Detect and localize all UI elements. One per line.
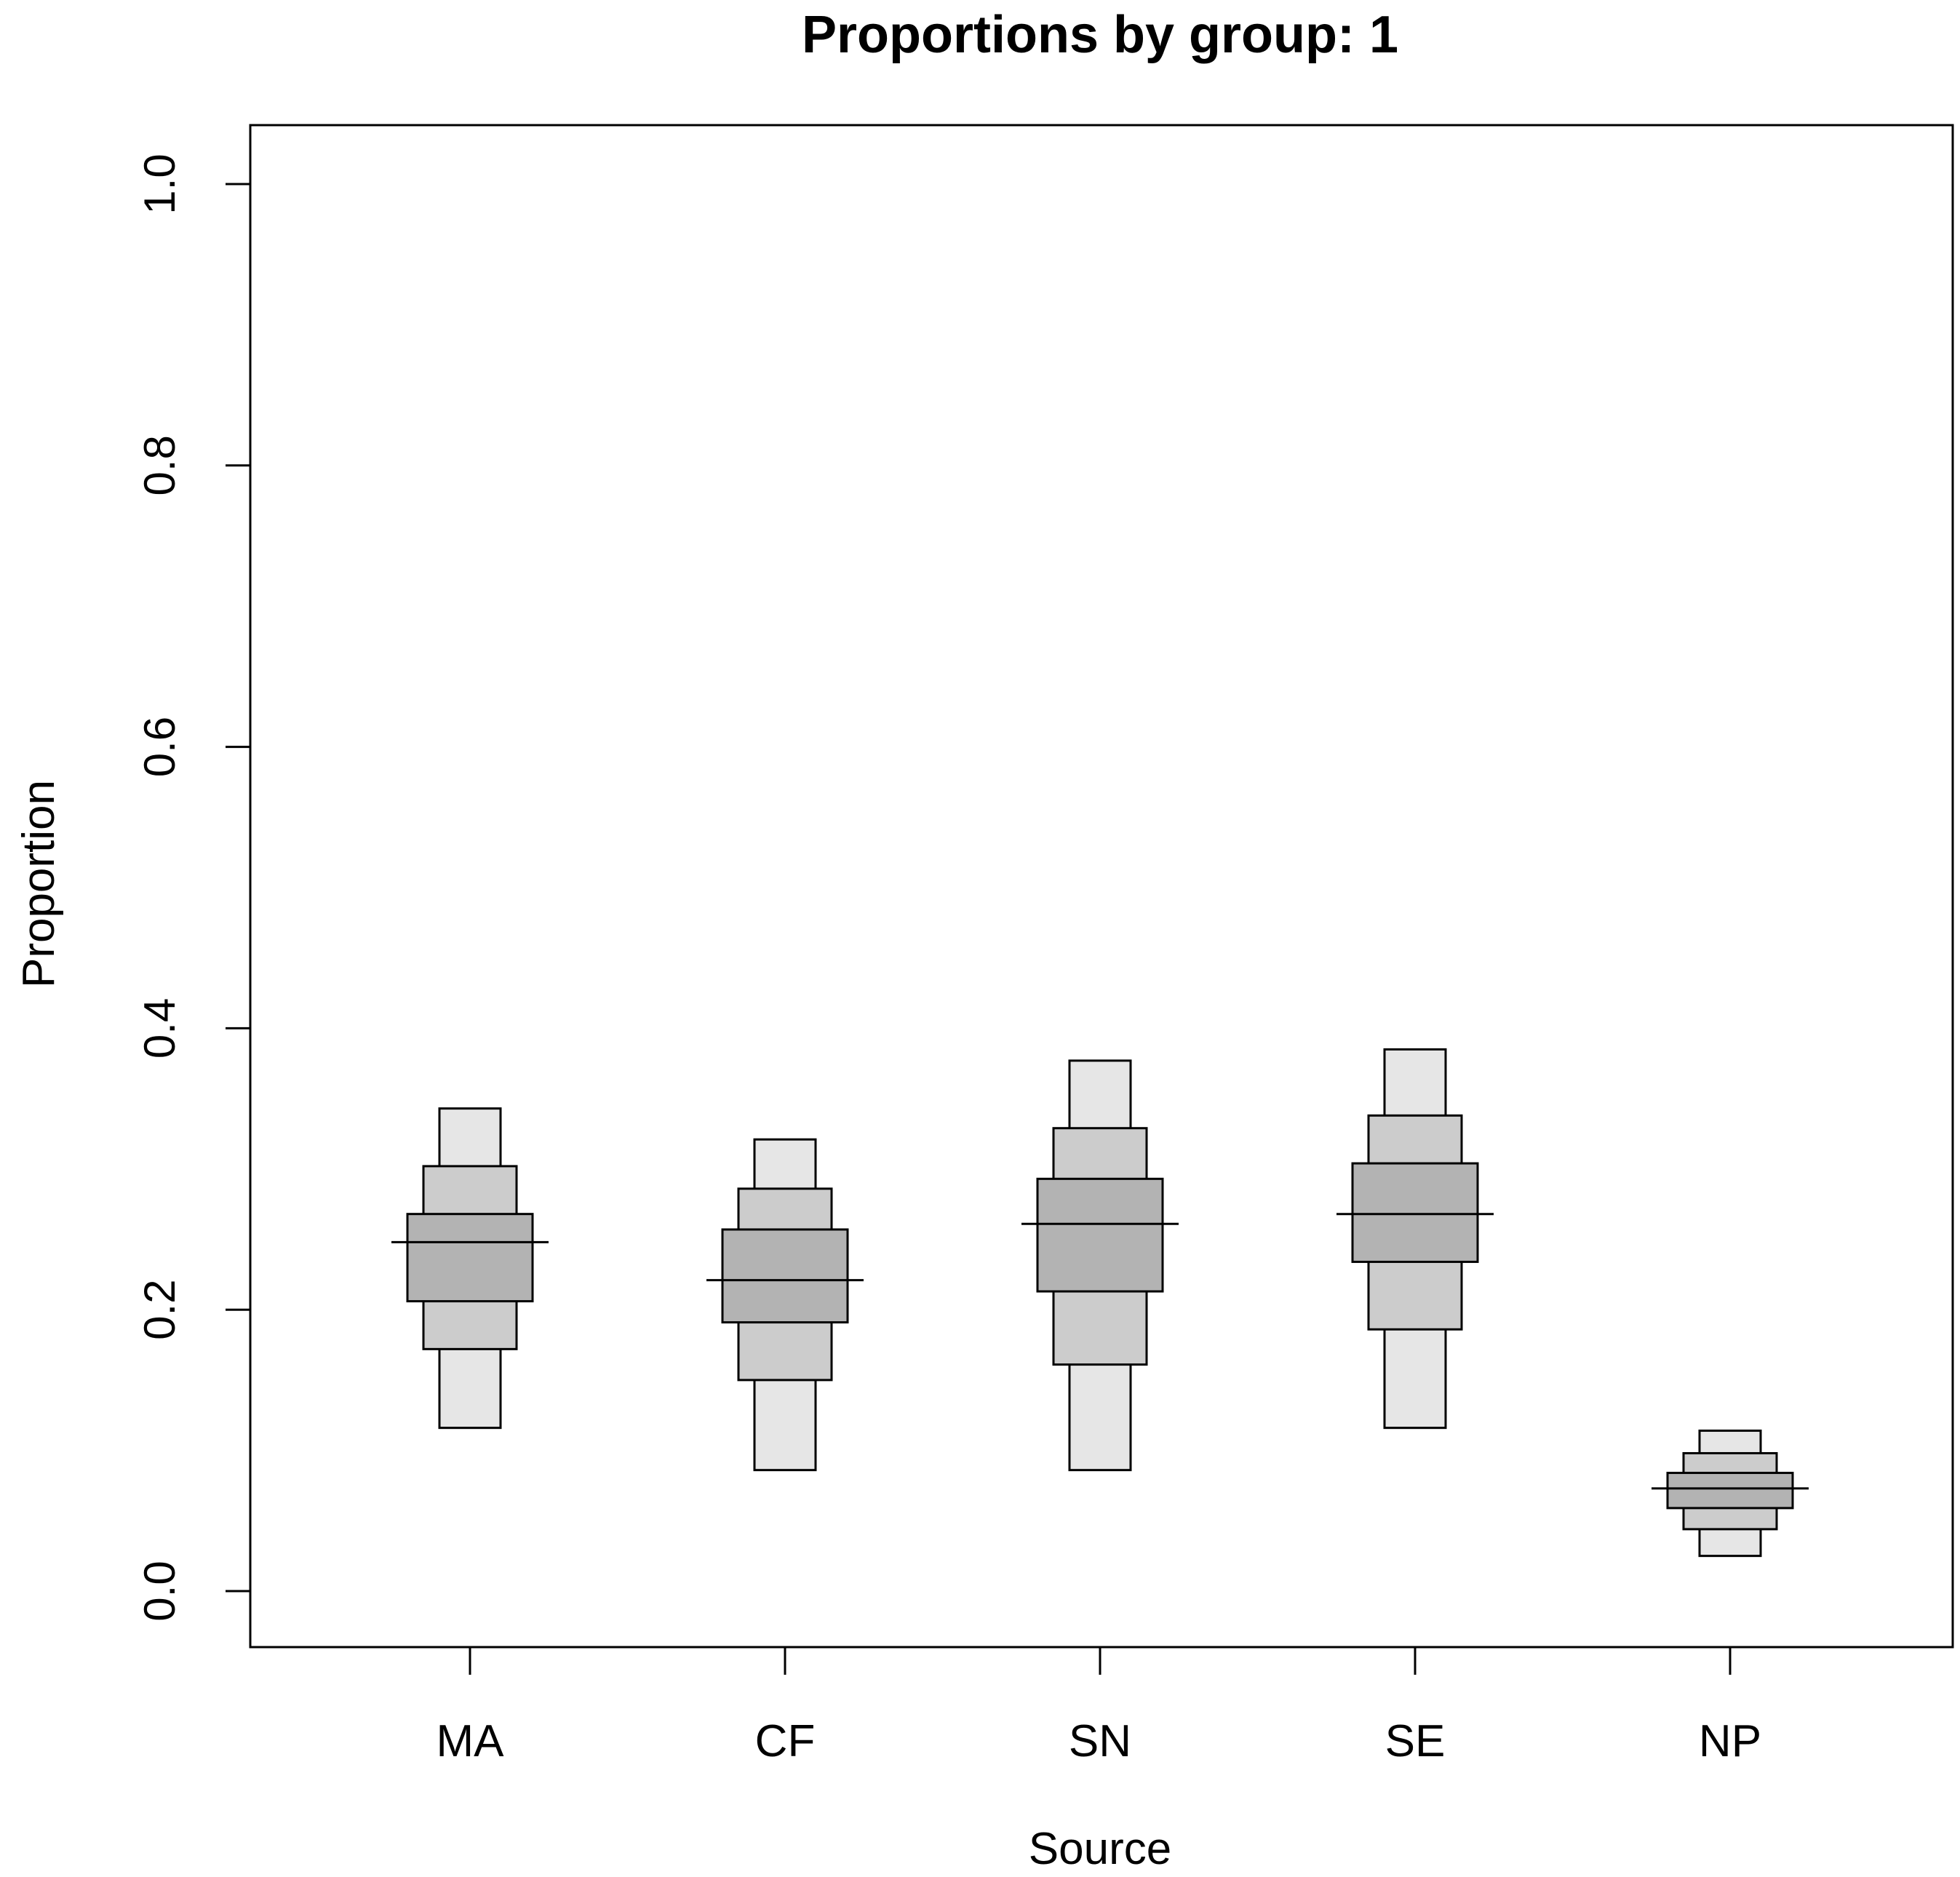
inner-interval-bar <box>721 1228 849 1324</box>
x-tick-label: MA <box>437 1716 505 1766</box>
x-axis: MA CF SN SE NP <box>437 1647 1761 1766</box>
inner-interval-bar <box>1666 1472 1794 1510</box>
x-tick-label: NP <box>1699 1716 1761 1766</box>
chart-title: Proportions by group: 1 <box>802 6 1398 64</box>
interval-group-SE <box>1336 1048 1494 1430</box>
y-tick-label: 0.2 <box>135 1279 184 1339</box>
y-axis-label: Proportion <box>14 780 64 988</box>
inner-interval-bar <box>406 1213 534 1303</box>
y-tick-label: 0.6 <box>135 717 184 777</box>
interval-group-CF <box>706 1138 864 1472</box>
x-tick-label: CF <box>755 1716 816 1766</box>
interval-group-NP <box>1652 1430 1809 1558</box>
interval-group-SN <box>1021 1059 1179 1472</box>
x-tick-label: SN <box>1069 1716 1131 1766</box>
interval-marks <box>391 1048 1809 1558</box>
y-tick-label: 1.0 <box>135 154 184 214</box>
inner-interval-bar <box>1036 1177 1164 1293</box>
y-tick-label: 0.8 <box>135 435 184 495</box>
y-tick-label: 0.0 <box>135 1561 184 1621</box>
inner-interval-bar <box>1351 1162 1479 1263</box>
x-axis-label: Source <box>1029 1824 1171 1874</box>
y-tick-label: 0.4 <box>135 998 184 1059</box>
x-tick-label: SE <box>1385 1716 1446 1766</box>
interval-group-MA <box>391 1107 549 1430</box>
y-axis: 0.0 0.2 0.4 0.6 0.8 1.0 <box>135 154 252 1622</box>
